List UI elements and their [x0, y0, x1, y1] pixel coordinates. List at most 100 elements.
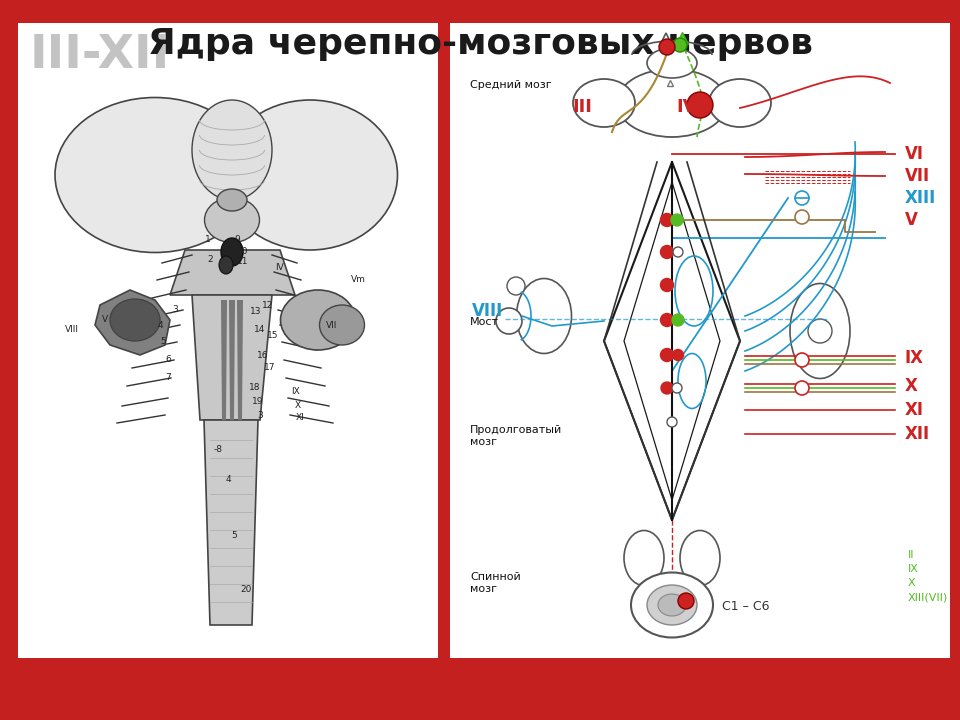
Circle shape — [667, 417, 677, 427]
Ellipse shape — [204, 197, 259, 243]
Text: Ядра черепно-мозговых нервов: Ядра черепно-мозговых нервов — [148, 27, 812, 61]
FancyBboxPatch shape — [18, 23, 438, 658]
Text: -8: -8 — [213, 446, 223, 454]
Text: 5: 5 — [231, 531, 237, 539]
Text: 6: 6 — [165, 356, 171, 364]
Ellipse shape — [219, 256, 233, 274]
Text: VIII: VIII — [472, 302, 503, 320]
Text: Продолговатый
мозг: Продолговатый мозг — [470, 425, 563, 446]
Text: 3: 3 — [257, 410, 263, 420]
Polygon shape — [192, 295, 272, 420]
Text: 12: 12 — [262, 300, 274, 310]
Ellipse shape — [680, 531, 720, 585]
Circle shape — [673, 247, 683, 257]
Text: X: X — [295, 400, 301, 410]
Circle shape — [795, 353, 809, 367]
Polygon shape — [237, 300, 243, 420]
Circle shape — [673, 38, 687, 52]
Ellipse shape — [221, 238, 243, 266]
Text: 14: 14 — [254, 325, 266, 335]
Polygon shape — [204, 420, 258, 625]
Circle shape — [660, 214, 674, 227]
Text: IV: IV — [677, 98, 697, 116]
Polygon shape — [95, 290, 170, 355]
Circle shape — [672, 383, 682, 393]
Ellipse shape — [790, 284, 850, 379]
Text: Средний мозг: Средний мозг — [470, 80, 552, 90]
Text: XII: XII — [905, 425, 930, 443]
Ellipse shape — [631, 572, 713, 637]
Text: IV: IV — [276, 264, 284, 272]
Text: II
IX
X
XIII(VII): II IX X XIII(VII) — [908, 550, 948, 602]
Circle shape — [660, 246, 674, 258]
Ellipse shape — [516, 279, 571, 354]
Circle shape — [672, 314, 684, 326]
Circle shape — [678, 593, 694, 609]
Polygon shape — [170, 250, 295, 295]
Circle shape — [808, 319, 832, 343]
Circle shape — [661, 382, 673, 394]
Circle shape — [659, 39, 675, 55]
Text: XIII: XIII — [905, 189, 936, 207]
Text: V: V — [905, 211, 918, 229]
Text: 18: 18 — [250, 384, 261, 392]
Text: 9: 9 — [234, 235, 240, 245]
Text: VII: VII — [326, 320, 338, 330]
Ellipse shape — [617, 69, 727, 137]
Text: III: III — [572, 98, 592, 116]
Ellipse shape — [280, 290, 355, 350]
Circle shape — [671, 214, 683, 226]
Text: XI: XI — [905, 401, 924, 419]
Circle shape — [687, 92, 713, 118]
Ellipse shape — [647, 585, 697, 625]
Ellipse shape — [573, 79, 635, 127]
Text: 3: 3 — [172, 305, 178, 315]
Text: IX: IX — [905, 349, 924, 367]
Text: 15: 15 — [267, 330, 278, 340]
Ellipse shape — [320, 305, 365, 345]
Text: 4: 4 — [157, 320, 163, 330]
FancyBboxPatch shape — [450, 23, 950, 658]
Text: 4: 4 — [226, 475, 230, 485]
Circle shape — [795, 210, 809, 224]
Circle shape — [660, 279, 674, 292]
Text: Спинной
мозг: Спинной мозг — [470, 572, 520, 593]
Text: 1: 1 — [205, 235, 211, 245]
Text: Vm: Vm — [350, 276, 366, 284]
Circle shape — [673, 349, 684, 361]
Ellipse shape — [55, 97, 255, 253]
Ellipse shape — [658, 594, 686, 616]
Ellipse shape — [709, 79, 771, 127]
Text: 13: 13 — [251, 307, 262, 317]
Text: 19: 19 — [252, 397, 264, 407]
Text: 16: 16 — [257, 351, 269, 359]
Text: Мост: Мост — [470, 317, 499, 327]
Circle shape — [795, 191, 809, 205]
Text: 2: 2 — [207, 256, 213, 264]
Circle shape — [660, 313, 674, 326]
Circle shape — [795, 381, 809, 395]
Text: VII: VII — [905, 167, 930, 185]
Text: 17: 17 — [264, 364, 276, 372]
Text: V: V — [102, 315, 108, 325]
Ellipse shape — [624, 531, 664, 585]
Text: IX: IX — [291, 387, 300, 397]
Text: 10: 10 — [237, 246, 249, 256]
Text: VIII: VIII — [65, 325, 79, 335]
Ellipse shape — [647, 48, 697, 78]
Text: 11: 11 — [237, 258, 249, 266]
Text: X: X — [905, 377, 918, 395]
Text: 7: 7 — [165, 374, 171, 382]
Text: III-XII: III-XII — [30, 33, 170, 78]
Circle shape — [496, 308, 522, 334]
Text: C1 – C6: C1 – C6 — [722, 600, 770, 613]
Ellipse shape — [217, 189, 247, 211]
Circle shape — [660, 348, 674, 361]
Polygon shape — [229, 300, 235, 420]
Circle shape — [507, 277, 525, 295]
Text: VI: VI — [905, 145, 924, 163]
Ellipse shape — [223, 100, 397, 250]
Text: 20: 20 — [240, 585, 252, 595]
Ellipse shape — [110, 299, 160, 341]
Text: XI: XI — [296, 413, 304, 423]
